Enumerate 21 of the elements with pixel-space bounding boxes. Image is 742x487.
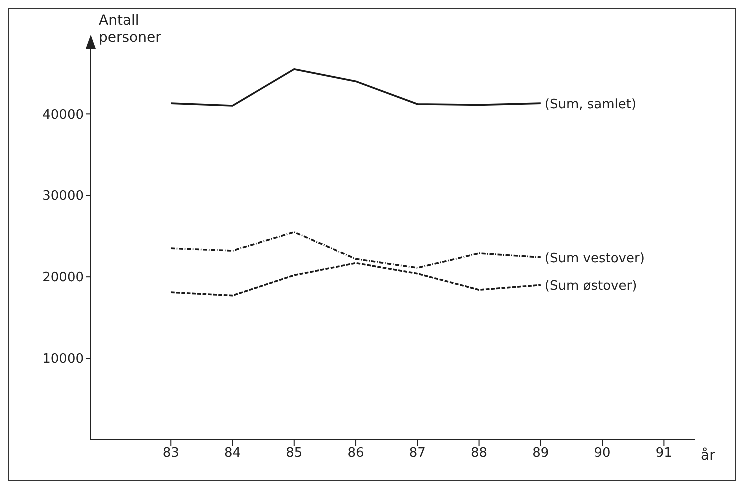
x-tick-label: 84 xyxy=(224,446,242,462)
x-tick-label: 85 xyxy=(286,446,303,462)
y-tick-label: 20000 xyxy=(42,270,84,286)
series-label: (Sum østover) xyxy=(544,279,638,294)
y-axis-title: Antall personer xyxy=(99,13,162,47)
x-axis-title: år xyxy=(701,446,716,464)
line-series xyxy=(170,231,542,270)
line-series xyxy=(170,68,542,107)
x-tick-label: 83 xyxy=(162,446,180,462)
line-series xyxy=(170,262,542,297)
series-label: (Sum, samlet) xyxy=(544,98,637,113)
y-tick-label: 10000 xyxy=(42,352,84,368)
x-tick-label: 91 xyxy=(656,446,672,462)
y-tick-label: 40000 xyxy=(42,108,84,123)
x-tick-label: 89 xyxy=(532,446,550,462)
y-tick-label: 30000 xyxy=(42,189,84,204)
x-tick-label: 86 xyxy=(348,446,364,462)
x-tick-label: 88 xyxy=(471,446,488,462)
series-label: (Sum vestover) xyxy=(544,252,645,267)
x-tick-label: 90 xyxy=(594,446,611,462)
x-tick-label: 87 xyxy=(409,446,426,462)
